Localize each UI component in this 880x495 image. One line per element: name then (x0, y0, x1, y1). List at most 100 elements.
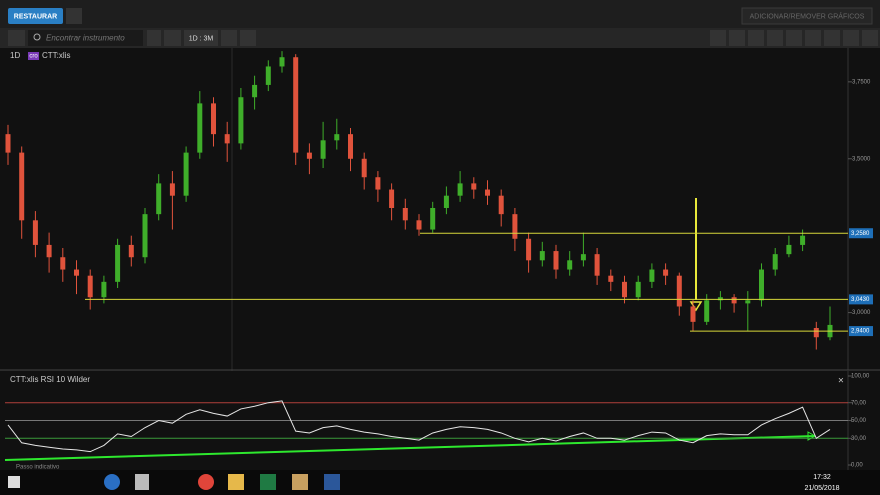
candle-body (19, 152, 25, 221)
candle-body (622, 281, 627, 298)
top-bar (0, 0, 880, 28)
candle-body (32, 220, 38, 245)
candle-body (293, 57, 299, 153)
candle-body (580, 254, 586, 261)
candle-body (608, 275, 614, 282)
candle-body (389, 189, 395, 208)
price-title: CTT:xlis (42, 51, 70, 60)
candle-body (649, 269, 655, 282)
candle-body (252, 84, 258, 98)
candle-body (512, 214, 518, 239)
candle-body (183, 152, 189, 196)
candle-body (772, 254, 778, 270)
candle-body (786, 244, 792, 255)
candle-body (74, 269, 79, 276)
tool-button[interactable] (748, 30, 764, 46)
drawing-tools (710, 30, 878, 46)
tool-button[interactable] (767, 30, 783, 46)
candle-body (663, 269, 669, 276)
badge-bg (28, 52, 39, 60)
y-tick-label: 3,5000 (852, 156, 871, 162)
candle-body (731, 297, 737, 304)
timeframe: 1D (10, 51, 20, 60)
level-label-bg (849, 228, 873, 239)
candle-body (320, 140, 326, 159)
candle-body (265, 66, 271, 85)
tool-button[interactable] (786, 30, 802, 46)
tool-button[interactable] (729, 30, 745, 46)
app-icon[interactable] (260, 474, 276, 490)
level-label-bg (849, 294, 873, 305)
close-panel[interactable]: × (838, 376, 844, 387)
candle-body (169, 183, 175, 196)
add-remove-label: ADICIONAR/REMOVER GRÁFICOS (750, 11, 865, 20)
candle-body (717, 297, 723, 301)
candle-body (60, 257, 66, 270)
candle-body (485, 189, 490, 196)
taskbar (0, 470, 880, 495)
candle-body (567, 260, 573, 270)
restore-button[interactable] (8, 8, 63, 24)
rsi-title: CTT:xlis RSI 10 Wilder (10, 375, 90, 384)
rsi-footnote: Passo indicativo (16, 465, 60, 471)
candle-body (471, 183, 477, 190)
search-box[interactable] (28, 30, 143, 46)
app-icon[interactable] (324, 474, 340, 490)
candle-body (334, 134, 340, 141)
candle-body (635, 281, 641, 298)
clock-date: 21/05/2018 (804, 485, 839, 492)
candle-body (115, 244, 121, 282)
candle-body (539, 251, 545, 261)
candle-body (142, 214, 148, 258)
add-button[interactable] (147, 30, 161, 46)
app-icon[interactable] (198, 474, 214, 490)
period-label: 1D : 3M (189, 35, 214, 42)
level-label: 3,2580 (851, 231, 870, 237)
price-panel (0, 48, 880, 370)
link-button[interactable] (8, 30, 25, 46)
tool-button[interactable] (824, 30, 840, 46)
tool-button[interactable] (710, 30, 726, 46)
tool-button[interactable] (805, 30, 821, 46)
candle-body (279, 57, 285, 67)
search-placeholder: Encontrar instrumento (46, 34, 125, 43)
candle-body (348, 134, 353, 159)
y-tick-label: 0,00 (851, 463, 863, 469)
y-tick-label: 3,0000 (852, 310, 871, 316)
clock-time: 17:32 (813, 474, 831, 481)
candle-body (553, 251, 559, 270)
split-button[interactable] (240, 30, 256, 46)
start-button[interactable] (8, 476, 20, 488)
app-icon[interactable] (292, 474, 308, 490)
candle-body (375, 177, 381, 190)
candle-body (690, 306, 696, 322)
app-icon[interactable] (135, 474, 149, 490)
badge: cro (29, 54, 38, 60)
y-tick-label: 3,7500 (852, 79, 871, 85)
period-button[interactable] (184, 30, 218, 46)
compare-button[interactable] (221, 30, 237, 46)
candle-body (238, 97, 244, 144)
candle-body (46, 244, 52, 258)
candle-body (443, 195, 449, 208)
search-icon (33, 33, 41, 41)
add-remove-button[interactable] (741, 7, 873, 25)
chart-type-button[interactable] (164, 30, 181, 46)
candle-body (457, 183, 463, 196)
candle-body (704, 300, 710, 322)
level-label: 3,0430 (851, 297, 870, 303)
tool-button[interactable] (843, 30, 859, 46)
app-icon[interactable] (228, 474, 244, 490)
candle-body (800, 235, 806, 245)
candle-body (197, 103, 203, 153)
toolbar (0, 28, 880, 48)
y-tick-label: 30,00 (851, 436, 867, 442)
candle-body (676, 275, 682, 307)
popout-button[interactable] (66, 8, 82, 24)
app-icon[interactable] (104, 474, 120, 490)
candle-body (156, 183, 162, 215)
rsi-line (7, 400, 831, 453)
y-tick-label: 50,00 (851, 418, 867, 424)
tool-button[interactable] (862, 30, 878, 46)
y-tick-label: 100,00 (851, 374, 870, 380)
